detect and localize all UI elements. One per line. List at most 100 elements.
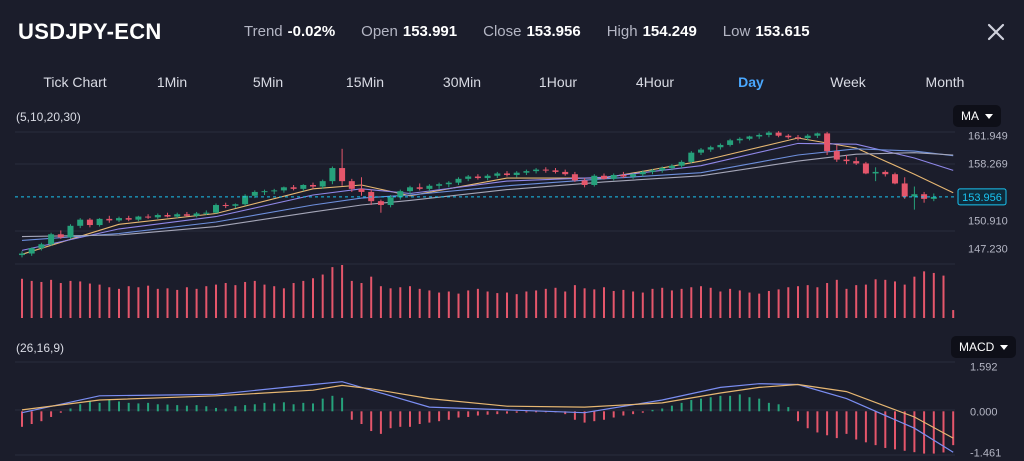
macd-histogram-bar [370,411,373,432]
macd-histogram-bar [185,405,188,412]
caret-down-icon [1000,344,1009,350]
tab-1min[interactable]: 1Min [156,74,188,90]
volume-bar [826,283,829,318]
macd-histogram-bar [79,404,82,412]
volume-bar [661,287,664,318]
macd-histogram-bar [312,403,314,412]
trend-label: Trend [244,23,283,40]
symbol-title: USDJPY-ECN [18,19,162,44]
candle-body [348,181,355,189]
volume-bar [903,284,906,318]
candle-body [591,175,598,185]
candle-body [290,187,297,189]
macd-histogram-bar [816,411,819,433]
macd-histogram-bar [913,411,916,453]
macd-histogram-bar [88,401,91,412]
volume-bar [632,291,635,318]
macd-histogram-bar [806,411,809,429]
volume-bar [845,288,848,318]
macd-histogram-bar [903,411,906,451]
volume-bar [544,288,547,318]
volume-bar [806,285,809,318]
close-button[interactable] [984,20,1008,44]
volume-bar [884,279,887,318]
tab-tick-chart[interactable]: Tick Chart [43,74,107,90]
tab-1hour[interactable]: 1Hour [538,74,578,90]
candle-body [639,171,646,175]
macd-histogram-bar [418,411,421,424]
candle-body [57,234,64,238]
macd-histogram-bar [758,398,761,412]
candle-body [387,197,394,206]
candle-body [610,174,617,179]
volume-bar [205,286,208,318]
tab-15min[interactable]: 15Min [345,74,385,90]
candle-body [397,191,404,198]
macd-tick-label: -1.461 [970,447,1001,459]
volume-bar [350,280,353,318]
tab-month[interactable]: Month [925,74,965,90]
volume-bar [767,290,770,318]
candle-body [193,213,200,216]
volume-bar [185,287,188,318]
macd-histogram-bar [767,402,770,412]
candle-body [164,215,171,217]
moving-averages [21,137,954,255]
volume-bar [535,290,538,318]
macd-histogram-bar [360,411,363,424]
candle-body [504,173,510,175]
tab-4hour[interactable]: 4Hour [635,74,675,90]
macd-histogram-bar [30,411,33,424]
candle-body [416,187,423,189]
candle-body [261,191,268,193]
tab-week[interactable]: Week [830,74,866,90]
tab-5min[interactable]: 5Min [252,74,284,90]
candle-body [717,144,724,148]
volume-bar [729,288,732,318]
volume-bar [195,288,198,318]
candle-body [242,195,249,205]
candle-body [727,140,734,145]
candle-body [630,174,637,177]
volume-bar [748,292,751,318]
macd-histogram-bar [253,404,256,412]
volume-bar [680,288,683,318]
candle-body [300,184,307,189]
macd-histogram-bar [496,411,499,415]
volume-bar [622,289,625,318]
volume-bar [176,289,179,318]
candle-body [911,194,918,197]
candle-body [368,191,375,202]
macd-histogram-bar [535,411,538,413]
macd-histogram-bar [98,402,101,412]
candle-body [28,248,35,254]
candle-body [358,188,365,192]
tab-day[interactable]: Day [738,74,764,90]
macd-indicator-select[interactable]: MACD [951,336,1017,358]
volume-bar [292,283,295,318]
macd-axis: 1.592 0.000 -1.461 [970,361,1001,459]
candle-body [882,171,889,175]
macd-lines [21,381,954,453]
macd-histogram-bar [515,411,518,413]
candle-body [426,185,433,189]
macd-histogram-bar [603,411,605,420]
volume-bar [593,289,596,318]
ma-indicator-select[interactable]: MA [953,105,1001,127]
volume-bar [147,285,150,318]
price-tick-label: 150.910 [968,215,1008,227]
quote-stats: Trend -0.02% Open 153.991 Close 153.956 Hig… [244,23,810,40]
macd-params: (26,16,9) [16,341,65,355]
volume-bar [515,294,518,318]
macd-histogram-bar [59,411,62,413]
macd-histogram-bar [447,411,450,420]
candle-body [203,212,210,214]
macd-histogram-bar [874,411,877,446]
current-price-line: 153.956 [15,188,1007,206]
macd-histogram-bar [108,400,111,412]
candle-body [135,216,142,220]
macd-histogram-bar [438,411,441,422]
tab-30min[interactable]: 30Min [442,74,482,90]
candle-body [494,173,501,176]
volume-bar [59,283,62,318]
